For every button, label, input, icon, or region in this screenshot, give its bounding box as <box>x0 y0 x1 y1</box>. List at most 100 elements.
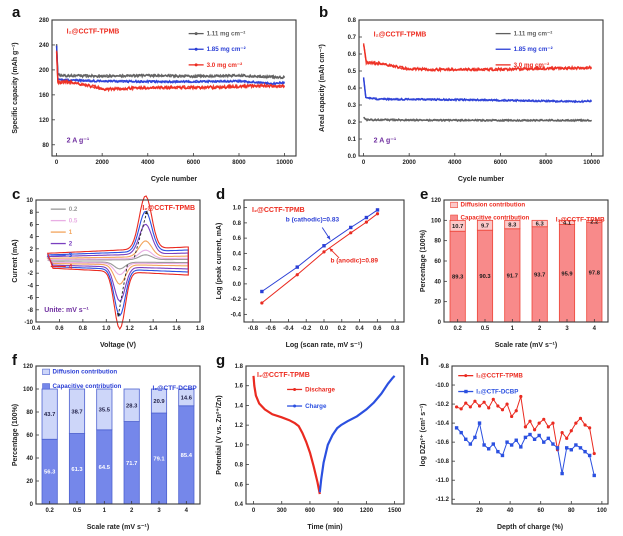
svg-text:0.0: 0.0 <box>348 154 357 160</box>
panel-letter-f: f <box>12 352 17 369</box>
svg-text:2: 2 <box>538 326 542 332</box>
svg-text:300: 300 <box>277 508 288 514</box>
svg-text:20: 20 <box>434 300 441 306</box>
svg-text:0.2: 0.2 <box>348 120 357 126</box>
panel-d-chart: -0.8 -0.6 -0.4 -0.2 0.0 0.2 0.4 0.6 0.8 -0.4 -0.2 0… <box>216 199 405 349</box>
svg-text:I₂@CCTF-TPMB: I₂@CCTF-TPMB <box>374 31 427 38</box>
svg-text:1.11 mg cm⁻²: 1.11 mg cm⁻² <box>207 31 246 38</box>
svg-text:0.6: 0.6 <box>373 326 382 332</box>
svg-text:4000: 4000 <box>141 160 155 166</box>
svg-text:Time (min): Time (min) <box>307 524 342 531</box>
svg-text:I₂@CCTF-TPMB: I₂@CCTF-TPMB <box>142 205 195 212</box>
svg-text:4: 4 <box>185 508 189 514</box>
svg-text:9.7: 9.7 <box>481 223 489 229</box>
svg-text:Voltage (V): Voltage (V) <box>100 342 136 349</box>
panel-b-chart: 0 2000 4000 6000 8000 10000 0.0 0.1 0.2 0.3 0.4 0.5… <box>319 18 604 183</box>
svg-text:2: 2 <box>69 241 73 248</box>
panel-g: g 0 300 600 900 1200 1500 0.4 0.6 0.8 1.0 1.2 1.4 1.… <box>212 352 414 534</box>
svg-text:1.2: 1.2 <box>235 423 244 429</box>
svg-text:0.2: 0.2 <box>233 267 242 273</box>
panel-letter-c: c <box>12 186 21 203</box>
svg-text:89.3: 89.3 <box>452 275 464 281</box>
svg-text:2: 2 <box>30 247 34 253</box>
svg-text:1: 1 <box>103 508 107 514</box>
svg-text:0.5: 0.5 <box>73 508 82 514</box>
svg-text:10000: 10000 <box>583 160 600 166</box>
svg-text:6000: 6000 <box>187 160 201 166</box>
panel-f-chart: 56.3 43.7 0.2 61.3 38.7 0.5 64.5 35.5 1 71.7 28.3 2… <box>12 364 201 531</box>
svg-text:Log (peak current, mA): Log (peak current, mA) <box>216 223 223 300</box>
svg-text:91.7: 91.7 <box>507 273 518 279</box>
svg-text:0.2: 0.2 <box>453 326 462 332</box>
svg-text:40: 40 <box>434 279 441 285</box>
svg-text:-0.2: -0.2 <box>231 297 242 303</box>
svg-text:3: 3 <box>69 252 73 259</box>
svg-text:2000: 2000 <box>402 160 416 166</box>
svg-text:log DZn²⁺ (cm² s⁻¹): log DZn²⁺ (cm² s⁻¹) <box>420 404 427 467</box>
svg-text:2.2: 2.2 <box>590 219 598 225</box>
svg-text:Diffusion contribution: Diffusion contribution <box>461 202 526 209</box>
svg-text:1.8: 1.8 <box>235 364 244 370</box>
svg-text:80: 80 <box>434 239 441 245</box>
svg-text:28.3: 28.3 <box>126 403 138 409</box>
svg-text:Unite: mV s⁻¹: Unite: mV s⁻¹ <box>44 307 89 314</box>
svg-text:85.4: 85.4 <box>181 453 193 459</box>
svg-text:0.3: 0.3 <box>348 103 357 109</box>
svg-text:1: 1 <box>69 229 73 236</box>
svg-text:0.6: 0.6 <box>235 482 244 488</box>
svg-text:-0.4: -0.4 <box>231 312 242 318</box>
svg-text:4: 4 <box>30 235 34 241</box>
svg-text:Potential (V vs. Zn²⁺/Zn): Potential (V vs. Zn²⁺/Zn) <box>216 395 223 475</box>
svg-text:0.8: 0.8 <box>79 326 88 332</box>
svg-text:Log (scan rate, mV s⁻¹): Log (scan rate, mV s⁻¹) <box>286 342 363 349</box>
svg-text:20: 20 <box>476 508 483 514</box>
svg-text:1.4: 1.4 <box>149 326 158 332</box>
svg-text:4000: 4000 <box>448 160 462 166</box>
svg-text:4.1: 4.1 <box>563 220 572 226</box>
svg-text:56.3: 56.3 <box>44 470 56 476</box>
panel-e-chart: 89.3 10.7 0.2 90.3 9.7 0.5 91.7 8.3 1 93.7 6.3 2 95.… <box>420 198 609 349</box>
svg-text:80: 80 <box>26 410 33 416</box>
svg-text:Specific capacity (mAh g⁻¹): Specific capacity (mAh g⁻¹) <box>12 42 19 133</box>
svg-text:Depth of charge (%): Depth of charge (%) <box>497 524 563 531</box>
svg-text:0.4: 0.4 <box>348 86 357 92</box>
svg-text:93.7: 93.7 <box>534 272 545 278</box>
svg-text:0.4: 0.4 <box>233 251 242 257</box>
svg-text:0.4: 0.4 <box>235 502 244 508</box>
panel-letter-g: g <box>216 352 226 369</box>
svg-text:0.4: 0.4 <box>355 326 364 332</box>
svg-text:0: 0 <box>30 502 34 508</box>
svg-text:3.0 mg cm⁻²: 3.0 mg cm⁻² <box>207 62 243 69</box>
svg-text:-10.2: -10.2 <box>435 402 449 408</box>
panel-letter-e: e <box>420 186 429 203</box>
svg-text:8000: 8000 <box>539 160 553 166</box>
svg-text:1.6: 1.6 <box>172 326 181 332</box>
svg-text:1.0: 1.0 <box>233 206 242 212</box>
svg-text:8.3: 8.3 <box>508 223 517 229</box>
panel-d: d -0.8 -0.6 -0.4 -0.2 0.0 0.2 0.4 0.6 0.8 -0.4 -0.… <box>212 186 414 350</box>
svg-text:-11.0: -11.0 <box>436 478 450 484</box>
svg-text:2 A g⁻¹: 2 A g⁻¹ <box>374 137 397 144</box>
svg-text:1.8: 1.8 <box>196 326 205 332</box>
svg-text:95.9: 95.9 <box>561 271 573 277</box>
svg-text:Diffusion contribution: Diffusion contribution <box>53 369 118 376</box>
panel-letter-d: d <box>216 186 226 203</box>
svg-text:8: 8 <box>30 210 34 216</box>
svg-text:0.0: 0.0 <box>320 326 329 332</box>
svg-text:0.8: 0.8 <box>348 18 357 24</box>
svg-text:60: 60 <box>434 259 441 265</box>
svg-text:1.6: 1.6 <box>235 384 244 390</box>
svg-text:20.9: 20.9 <box>153 399 165 405</box>
svg-text:-9.8: -9.8 <box>439 364 450 370</box>
svg-text:2: 2 <box>130 508 134 514</box>
svg-text:-10.8: -10.8 <box>435 459 449 465</box>
panel-letter-h: h <box>420 352 430 369</box>
svg-text:280: 280 <box>39 18 50 24</box>
svg-text:Percentage (100%): Percentage (100%) <box>12 404 19 466</box>
panel-letter-b: b <box>319 4 329 21</box>
svg-text:I₂@CTF-DCBP: I₂@CTF-DCBP <box>476 389 518 396</box>
svg-text:60: 60 <box>537 508 544 514</box>
svg-text:Areal capacity (mAh cm⁻²): Areal capacity (mAh cm⁻²) <box>319 44 326 132</box>
svg-text:1.85 mg cm⁻²: 1.85 mg cm⁻² <box>207 46 246 53</box>
